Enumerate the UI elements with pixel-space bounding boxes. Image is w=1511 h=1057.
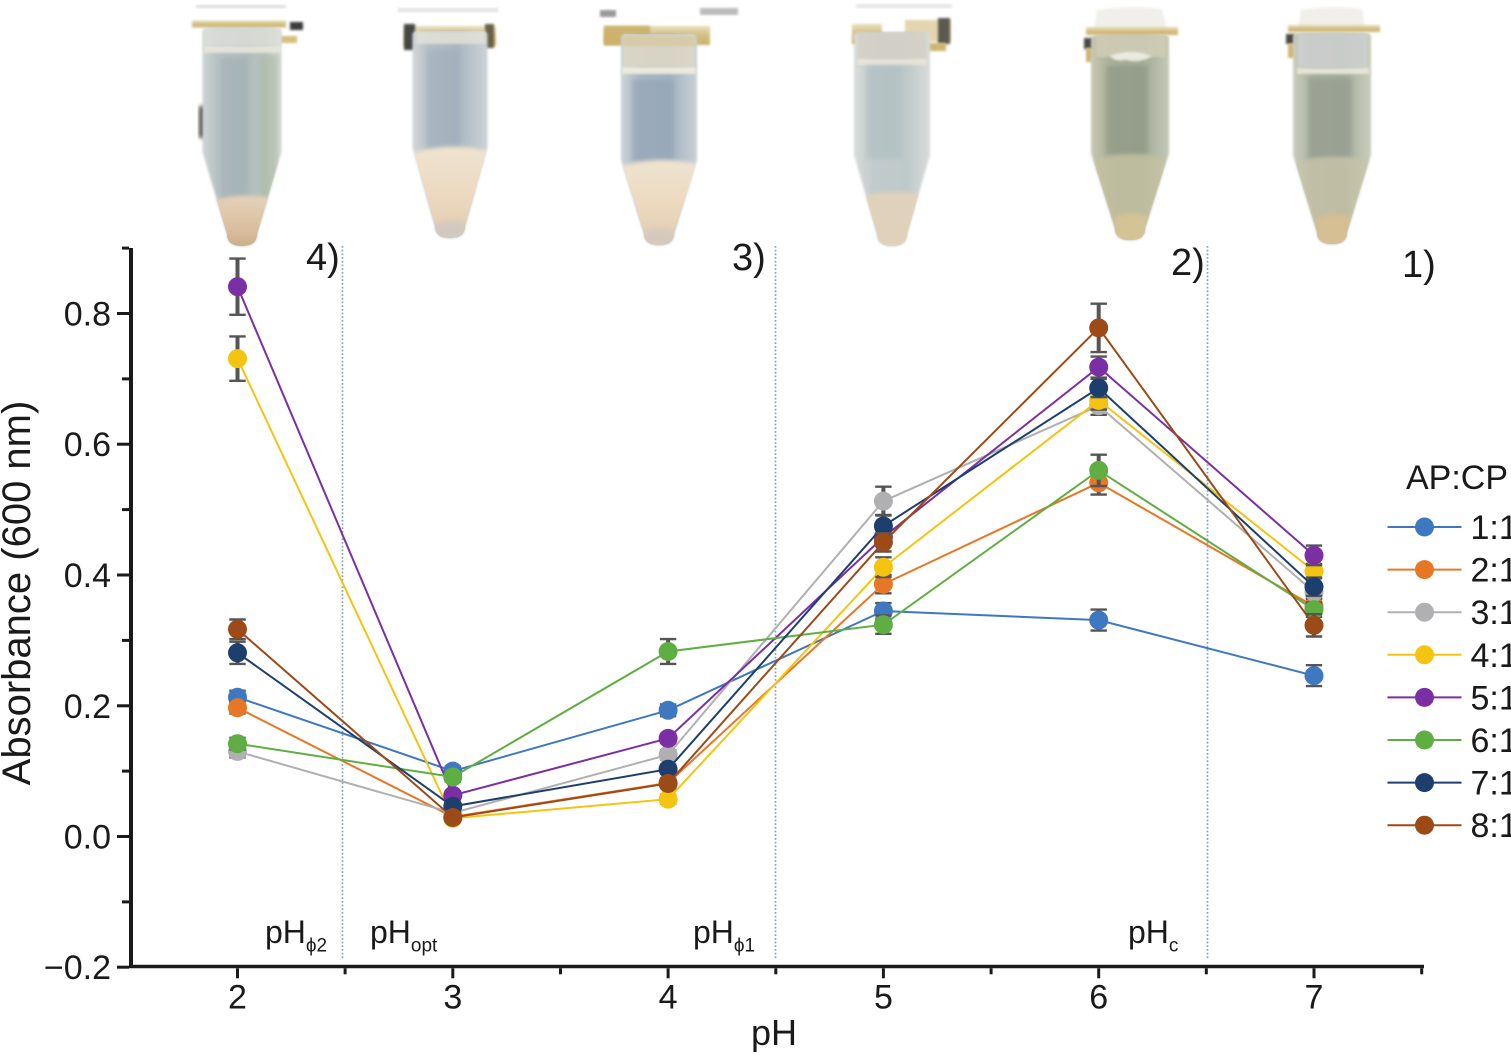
svg-text:5: 5 — [874, 979, 893, 1017]
svg-text:0.4: 0.4 — [64, 557, 111, 595]
svg-text:Absorbance (600 nm): Absorbance (600 nm) — [0, 401, 39, 786]
svg-text:0.6: 0.6 — [64, 426, 111, 464]
svg-text:5:1: 5:1 — [1471, 679, 1511, 717]
svg-text:−0.2: −0.2 — [44, 949, 111, 987]
svg-text:3:1: 3:1 — [1471, 594, 1511, 632]
svg-text:6: 6 — [1089, 979, 1108, 1017]
svg-text:7: 7 — [1305, 979, 1324, 1017]
svg-text:0.0: 0.0 — [64, 819, 111, 857]
svg-text:8:1: 8:1 — [1471, 807, 1511, 845]
svg-text:AP:CP: AP:CP — [1406, 459, 1508, 497]
svg-text:4): 4) — [306, 237, 340, 279]
svg-text:7:1: 7:1 — [1471, 765, 1511, 803]
svg-text:4:1: 4:1 — [1471, 637, 1511, 675]
svg-text:pH: pH — [751, 1012, 797, 1052]
svg-text:3: 3 — [443, 979, 462, 1017]
svg-text:1:1: 1:1 — [1471, 509, 1511, 547]
svg-text:4: 4 — [659, 979, 678, 1017]
svg-text:2): 2) — [1171, 242, 1205, 284]
svg-text:6:1: 6:1 — [1471, 722, 1511, 760]
svg-text:2: 2 — [228, 979, 247, 1017]
svg-text:0.2: 0.2 — [64, 688, 111, 726]
svg-text:1): 1) — [1402, 244, 1436, 286]
svg-text:0.8: 0.8 — [64, 296, 111, 334]
svg-text:2:1: 2:1 — [1471, 552, 1511, 590]
svg-text:3): 3) — [732, 237, 766, 279]
